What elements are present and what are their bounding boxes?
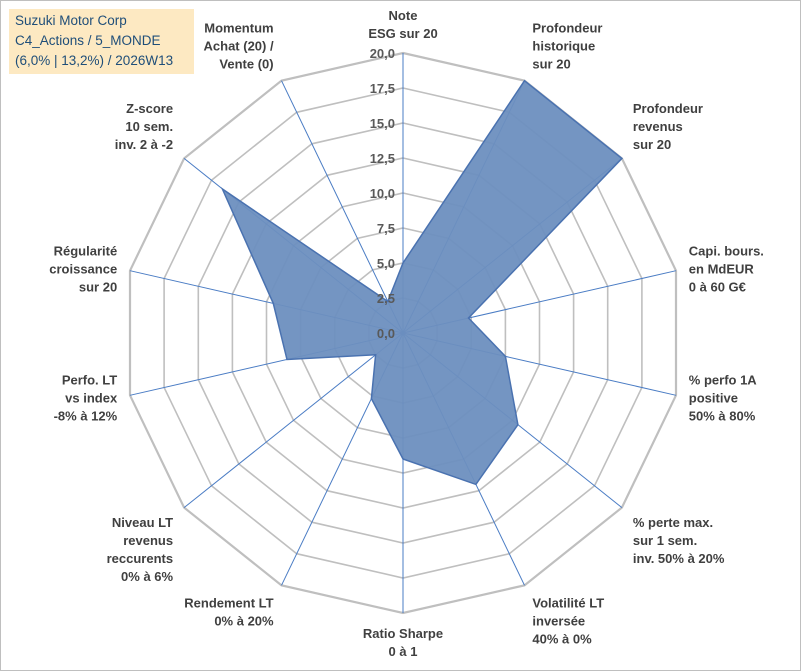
- axis-label-line: Achat (20) /: [204, 39, 274, 54]
- axis-label: Rendement LT 0% à 20%: [184, 595, 274, 628]
- title-company: Suzuki Motor Corp: [15, 13, 127, 28]
- series-area: [220, 79, 624, 486]
- axis-label: Momentum Achat (20) / Vente (0): [204, 21, 274, 72]
- axis-label: % perte max. sur 1 sem. inv. 50% à 20%: [633, 515, 725, 566]
- axis-label: Régularité croissance sur 20: [49, 244, 117, 295]
- axis-label-line: inv. 50% à 20%: [633, 551, 725, 566]
- tick-label: 5,0: [377, 256, 395, 271]
- data-point: [475, 483, 477, 485]
- axis-label-line: 50% à 80%: [689, 408, 756, 423]
- axis-label-line: vs index: [65, 390, 118, 405]
- axis-label-line: sur 20: [79, 280, 117, 295]
- axis-label-line: croissance: [49, 262, 117, 277]
- axis-label-line: 10 sem.: [125, 119, 173, 134]
- axis-label-line: Vente (0): [219, 57, 273, 72]
- axis-label: Capi. bours. en MdEUR 0 à 60 G€: [689, 244, 764, 295]
- axis-label-line: 0% à 20%: [214, 613, 274, 628]
- axis-label-line: 40% à 0%: [532, 631, 592, 646]
- axis-label-line: Perfo. LT: [62, 372, 117, 387]
- axis-label-line: % perfo 1A: [689, 372, 758, 387]
- axis-label: Perfo. LT vs index -8% à 12%: [54, 372, 118, 423]
- axis-label-line: 0 à 1: [389, 644, 418, 659]
- axis-label-line: sur 1 sem.: [633, 533, 697, 548]
- axis-label-line: Niveau LT: [112, 515, 173, 530]
- tick-label: 2,5: [377, 291, 395, 306]
- axis-label: Volatilité LT inversée 40% à 0%: [532, 595, 604, 646]
- axis-label-line: Rendement LT: [184, 595, 273, 610]
- axis-label-line: reccurents: [107, 551, 173, 566]
- axis-label-line: sur 20: [532, 57, 570, 72]
- axis-label-line: Régularité: [54, 244, 118, 259]
- tick-label: 7,5: [377, 221, 395, 236]
- data-point: [504, 355, 506, 357]
- axis-label-line: revenus: [633, 119, 683, 134]
- data-point: [517, 424, 519, 426]
- tick-label: 12,5: [370, 151, 395, 166]
- axis-label-line: ESG sur 20: [368, 26, 437, 41]
- axis-label-line: Profondeur: [532, 21, 602, 36]
- axis-label-line: Momentum: [204, 21, 273, 36]
- axis-label-line: Capi. bours.: [689, 244, 764, 259]
- axis-label-line: sur 20: [633, 137, 671, 152]
- axis-label: Niveau LT revenus reccurents 0% à 6%: [107, 515, 174, 584]
- axis-label-line: positive: [689, 390, 738, 405]
- axis-label-line: Ratio Sharpe: [363, 626, 443, 641]
- axis-label-line: Profondeur: [633, 101, 703, 116]
- data-point: [286, 359, 288, 360]
- tick-label: 10,0: [370, 186, 395, 201]
- tick-label: 20,0: [370, 46, 395, 61]
- data-point: [221, 188, 223, 190]
- axis-label-line: revenus: [123, 533, 173, 548]
- axis-label-line: Z-score: [126, 101, 173, 116]
- axis-label-line: Note: [389, 8, 418, 23]
- data-point: [375, 354, 377, 356]
- title-category: C4_Actions / 5_MONDE: [15, 33, 161, 48]
- axis-label-line: inv. 2 à -2: [115, 137, 173, 152]
- axis-label-line: 0 à 60 G€: [689, 280, 746, 295]
- axis-labels: Note ESG sur 20 Profondeur historique sur 20…: [49, 8, 764, 659]
- axis-label-line: en MdEUR: [689, 262, 755, 277]
- title-period: (6,0% | 13,2%) / 2026W13: [15, 53, 174, 68]
- axis-label: Z-score 10 sem. inv. 2 à -2: [115, 101, 173, 152]
- axis-spoke: [183, 332, 404, 508]
- data-point: [524, 80, 525, 82]
- axis-label: Ratio Sharpe 0 à 1: [363, 626, 443, 659]
- axis-spoke: [281, 80, 404, 334]
- axis-label-line: -8% à 12%: [54, 408, 118, 423]
- data-point: [402, 458, 404, 460]
- axis-label: Note ESG sur 20: [368, 8, 437, 41]
- axis-label-line: inversée: [532, 613, 585, 628]
- axis-label-line: 0% à 6%: [121, 569, 173, 584]
- axis-label: Profondeur revenus sur 20: [633, 101, 703, 152]
- tick-label: 0,0: [377, 326, 395, 341]
- axis-label: % perfo 1A positive 50% à 80%: [689, 372, 758, 423]
- title-box: Suzuki Motor Corp C4_Actions / 5_MONDE (…: [9, 9, 194, 74]
- data-point: [387, 301, 389, 302]
- data-point: [370, 398, 372, 400]
- axis-label: Profondeur historique sur 20: [532, 21, 602, 72]
- data-point: [621, 157, 623, 159]
- data-point: [402, 262, 404, 264]
- tick-label: 17,5: [370, 81, 395, 96]
- data-point: [272, 302, 274, 304]
- tick-label: 15,0: [370, 116, 395, 131]
- axis-label-line: % perte max.: [633, 515, 713, 530]
- axis-label-line: Volatilité LT: [532, 595, 604, 610]
- data-point: [468, 317, 469, 319]
- axis-label-line: historique: [532, 39, 595, 54]
- radial-tick-labels: 0,0 2,5 5,0 7,5 10,0 12,5 15,0 17,5 20,0: [370, 46, 395, 341]
- radar-series: [220, 79, 624, 486]
